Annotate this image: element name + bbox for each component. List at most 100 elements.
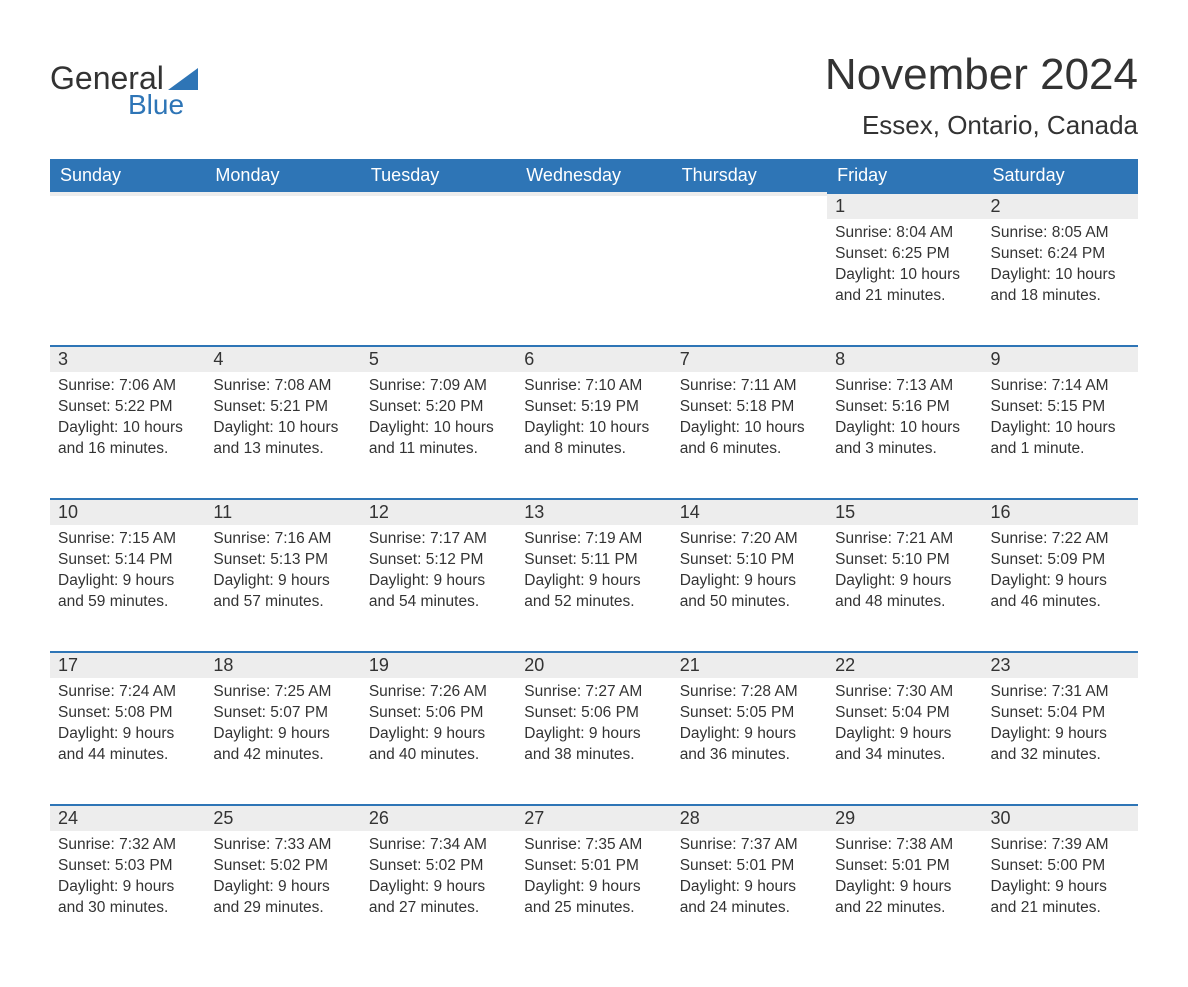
day-cell-body: Sunrise: 7:28 AMSunset: 5:05 PMDaylight:… bbox=[672, 678, 827, 804]
sunset-text: Sunset: 5:04 PM bbox=[835, 703, 974, 724]
day-cell-num bbox=[672, 192, 827, 219]
weekday-sunday: Sunday bbox=[50, 159, 205, 192]
daylight-text: Daylight: 9 hours and 59 minutes. bbox=[58, 571, 197, 613]
day-cell-body: Sunrise: 7:24 AMSunset: 5:08 PMDaylight:… bbox=[50, 678, 205, 804]
daylight-text: Daylight: 9 hours and 42 minutes. bbox=[213, 724, 352, 766]
daylight-text: Daylight: 9 hours and 50 minutes. bbox=[680, 571, 819, 613]
location: Essex, Ontario, Canada bbox=[825, 110, 1138, 141]
day-cell-num: 3 bbox=[50, 345, 205, 372]
sunset-text: Sunset: 5:22 PM bbox=[58, 397, 197, 418]
day-number: 24 bbox=[50, 804, 205, 831]
day-cell-body: Sunrise: 7:38 AMSunset: 5:01 PMDaylight:… bbox=[827, 831, 982, 957]
daylight-text: Daylight: 9 hours and 30 minutes. bbox=[58, 877, 197, 919]
day-number: 2 bbox=[983, 192, 1138, 219]
header: General Blue November 2024 Essex, Ontari… bbox=[50, 50, 1138, 141]
day-cell-body bbox=[672, 219, 827, 345]
day-cell-num: 19 bbox=[361, 651, 516, 678]
sunrise-text: Sunrise: 7:06 AM bbox=[58, 376, 197, 397]
day-cell-num: 14 bbox=[672, 498, 827, 525]
day-body: Sunrise: 7:27 AMSunset: 5:06 PMDaylight:… bbox=[516, 678, 671, 776]
sunrise-text: Sunrise: 7:17 AM bbox=[369, 529, 508, 550]
day-body bbox=[50, 219, 205, 233]
daylight-text: Daylight: 10 hours and 18 minutes. bbox=[991, 265, 1130, 307]
day-number: 20 bbox=[516, 651, 671, 678]
day-cell-num: 16 bbox=[983, 498, 1138, 525]
day-cell-body: Sunrise: 7:22 AMSunset: 5:09 PMDaylight:… bbox=[983, 525, 1138, 651]
day-number: 18 bbox=[205, 651, 360, 678]
day-cell-body: Sunrise: 7:32 AMSunset: 5:03 PMDaylight:… bbox=[50, 831, 205, 957]
sunrise-text: Sunrise: 7:34 AM bbox=[369, 835, 508, 856]
day-cell-num: 17 bbox=[50, 651, 205, 678]
sunset-text: Sunset: 5:02 PM bbox=[213, 856, 352, 877]
day-body: Sunrise: 7:28 AMSunset: 5:05 PMDaylight:… bbox=[672, 678, 827, 776]
sunset-text: Sunset: 5:08 PM bbox=[58, 703, 197, 724]
day-body: Sunrise: 7:15 AMSunset: 5:14 PMDaylight:… bbox=[50, 525, 205, 623]
day-cell-body: Sunrise: 7:39 AMSunset: 5:00 PMDaylight:… bbox=[983, 831, 1138, 957]
day-number: 26 bbox=[361, 804, 516, 831]
day-body: Sunrise: 7:24 AMSunset: 5:08 PMDaylight:… bbox=[50, 678, 205, 776]
sunrise-text: Sunrise: 7:25 AM bbox=[213, 682, 352, 703]
day-number: 28 bbox=[672, 804, 827, 831]
day-body bbox=[361, 219, 516, 233]
sunrise-text: Sunrise: 7:14 AM bbox=[991, 376, 1130, 397]
sunrise-text: Sunrise: 7:39 AM bbox=[991, 835, 1130, 856]
daylight-text: Daylight: 9 hours and 21 minutes. bbox=[991, 877, 1130, 919]
day-cell-body: Sunrise: 7:13 AMSunset: 5:16 PMDaylight:… bbox=[827, 372, 982, 498]
day-body: Sunrise: 7:37 AMSunset: 5:01 PMDaylight:… bbox=[672, 831, 827, 929]
day-cell-num: 2 bbox=[983, 192, 1138, 219]
day-cell-num: 23 bbox=[983, 651, 1138, 678]
day-cell-num: 6 bbox=[516, 345, 671, 372]
daylight-text: Daylight: 9 hours and 48 minutes. bbox=[835, 571, 974, 613]
sunrise-text: Sunrise: 8:04 AM bbox=[835, 223, 974, 244]
sunrise-text: Sunrise: 7:20 AM bbox=[680, 529, 819, 550]
sunset-text: Sunset: 5:03 PM bbox=[58, 856, 197, 877]
day-body: Sunrise: 8:05 AMSunset: 6:24 PMDaylight:… bbox=[983, 219, 1138, 317]
sunrise-text: Sunrise: 7:16 AM bbox=[213, 529, 352, 550]
daylight-text: Daylight: 9 hours and 40 minutes. bbox=[369, 724, 508, 766]
daylight-text: Daylight: 10 hours and 6 minutes. bbox=[680, 418, 819, 460]
calendar-table: Sunday Monday Tuesday Wednesday Thursday… bbox=[50, 159, 1138, 957]
day-number bbox=[672, 192, 827, 196]
calendar-page: General Blue November 2024 Essex, Ontari… bbox=[0, 0, 1188, 987]
day-number bbox=[361, 192, 516, 196]
weekday-tuesday: Tuesday bbox=[361, 159, 516, 192]
daylight-text: Daylight: 9 hours and 22 minutes. bbox=[835, 877, 974, 919]
sunset-text: Sunset: 5:19 PM bbox=[524, 397, 663, 418]
day-cell-num bbox=[50, 192, 205, 219]
sunrise-text: Sunrise: 7:37 AM bbox=[680, 835, 819, 856]
day-cell-num bbox=[361, 192, 516, 219]
month-title: November 2024 bbox=[825, 50, 1138, 100]
day-cell-num: 5 bbox=[361, 345, 516, 372]
day-cell-num: 26 bbox=[361, 804, 516, 831]
day-cell-num bbox=[205, 192, 360, 219]
day-cell-num: 25 bbox=[205, 804, 360, 831]
sunrise-text: Sunrise: 7:08 AM bbox=[213, 376, 352, 397]
day-number: 3 bbox=[50, 345, 205, 372]
day-body: Sunrise: 7:26 AMSunset: 5:06 PMDaylight:… bbox=[361, 678, 516, 776]
sunset-text: Sunset: 5:10 PM bbox=[835, 550, 974, 571]
sunset-text: Sunset: 5:18 PM bbox=[680, 397, 819, 418]
day-body: Sunrise: 7:22 AMSunset: 5:09 PMDaylight:… bbox=[983, 525, 1138, 623]
day-number: 21 bbox=[672, 651, 827, 678]
day-cell-body: Sunrise: 7:16 AMSunset: 5:13 PMDaylight:… bbox=[205, 525, 360, 651]
day-cell-body bbox=[205, 219, 360, 345]
sunrise-text: Sunrise: 7:21 AM bbox=[835, 529, 974, 550]
day-cell-body: Sunrise: 7:34 AMSunset: 5:02 PMDaylight:… bbox=[361, 831, 516, 957]
sunset-text: Sunset: 5:20 PM bbox=[369, 397, 508, 418]
weekday-monday: Monday bbox=[205, 159, 360, 192]
day-number: 7 bbox=[672, 345, 827, 372]
sunrise-text: Sunrise: 7:31 AM bbox=[991, 682, 1130, 703]
weekday-saturday: Saturday bbox=[983, 159, 1138, 192]
sunrise-text: Sunrise: 7:13 AM bbox=[835, 376, 974, 397]
day-number: 15 bbox=[827, 498, 982, 525]
day-number: 17 bbox=[50, 651, 205, 678]
day-cell-body: Sunrise: 7:19 AMSunset: 5:11 PMDaylight:… bbox=[516, 525, 671, 651]
title-block: November 2024 Essex, Ontario, Canada bbox=[825, 50, 1138, 141]
day-cell-num: 27 bbox=[516, 804, 671, 831]
sunrise-text: Sunrise: 7:11 AM bbox=[680, 376, 819, 397]
sunset-text: Sunset: 5:14 PM bbox=[58, 550, 197, 571]
day-body bbox=[672, 219, 827, 233]
day-body: Sunrise: 7:20 AMSunset: 5:10 PMDaylight:… bbox=[672, 525, 827, 623]
sunrise-text: Sunrise: 7:19 AM bbox=[524, 529, 663, 550]
day-cell-body: Sunrise: 7:21 AMSunset: 5:10 PMDaylight:… bbox=[827, 525, 982, 651]
